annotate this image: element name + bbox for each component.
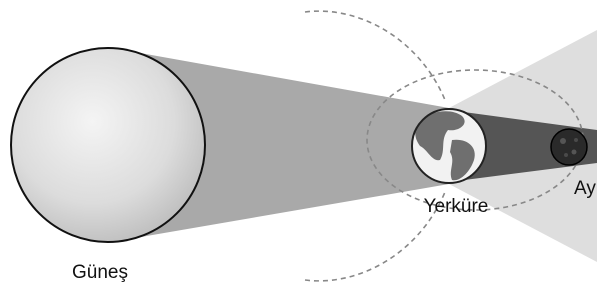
sun (11, 48, 205, 242)
moon-label: Ay (574, 178, 596, 199)
earth (412, 109, 486, 183)
moon (551, 129, 587, 165)
sun-label: Güneş (72, 262, 128, 283)
diagram: Güneş Yerküre Ay (0, 0, 597, 289)
earth-label: Yerküre (424, 196, 489, 217)
